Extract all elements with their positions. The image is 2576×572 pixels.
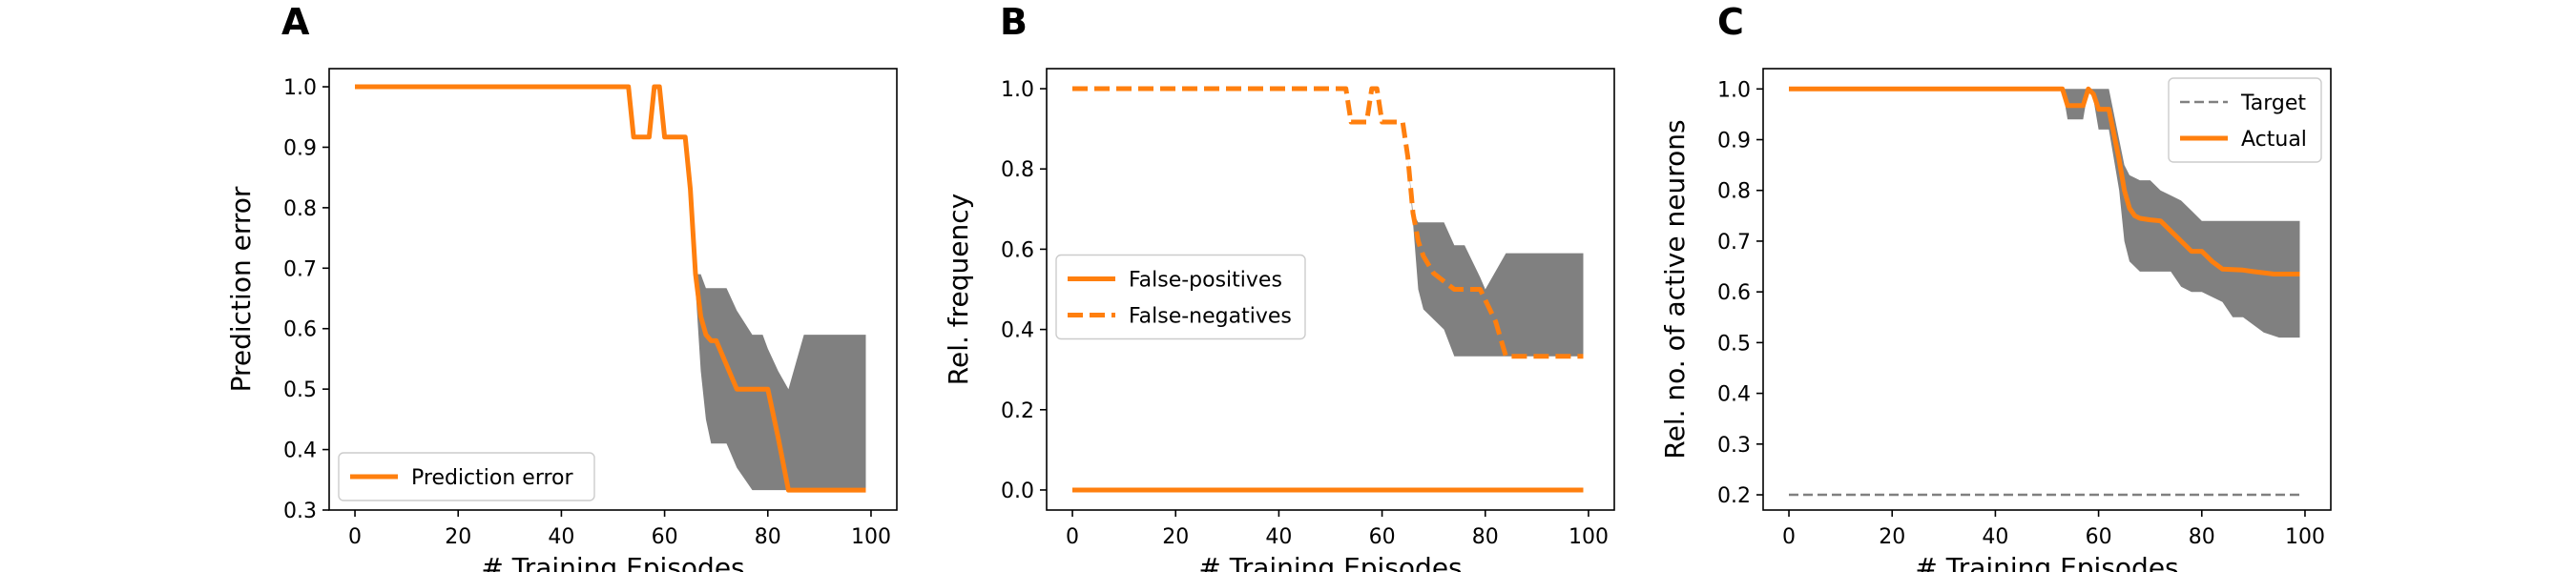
panel-b-y-tick-label: 1.0 [1001, 78, 1034, 102]
panel-b-y-tick-label: 0.0 [1001, 480, 1034, 503]
panel-c-letter: C [1717, 1, 1744, 43]
panel-a-x-tick-label: 20 [445, 525, 471, 549]
panel-b-y-tick-label: 0.8 [1001, 158, 1034, 182]
panel-b-x-axis-label: # Training Episodes [1198, 552, 1462, 572]
panel-a-legend-box [338, 452, 595, 501]
panel-c-series-line-1 [1789, 86, 2300, 276]
panel-a-y-tick-label: 0.5 [283, 378, 317, 402]
panel-b-x-tick-label: 0 [1066, 525, 1079, 549]
panel-a-plot-area: 0 20 40 60 80 100 0.3 0.4 0.5 0.6 0.7 0.8 0.9 1.0 # Tr… [225, 68, 898, 572]
panel-a-y-tick-label: 0.6 [283, 318, 317, 342]
panel-c-axes-frame [1762, 68, 2332, 511]
panel-b-variance-band [1072, 156, 1584, 490]
panel-c-x-axis-label: # Training Episodes [1915, 552, 2178, 572]
panel-b-y-tick-label: 0.6 [1001, 238, 1034, 262]
panel-a-axes-frame [328, 68, 898, 511]
panel-c-legend-box [2168, 77, 2322, 163]
panel-b-y-axis-label: Rel. frequency [943, 194, 974, 385]
panel-b-legend-label-0: False-positives [1129, 269, 1282, 293]
panel-c-plot-area: 0 20 40 60 80 100 0.2 0.3 0.4 0.5 0.6 0.7 0.8 0.9 1.0 #… [1659, 68, 2332, 572]
panel-a-x-tick-label: 80 [755, 525, 781, 549]
panel-a-variance-band [355, 87, 866, 491]
panel-b-axes-frame [1046, 68, 1615, 511]
panel-c-y-tick-label: 0.8 [1717, 180, 1751, 204]
panel-c-y-axis-label: Rel. no. of active neurons [1659, 119, 1691, 459]
panel-b-legend-box [1055, 254, 1306, 340]
panel-a-legend-label-0: Prediction error [411, 466, 573, 490]
panel-b-legend: False-positives False-negatives [1055, 254, 1306, 340]
panel-b: B 0 20 40 60 80 100 0.0 0.2 0.4 0.6 0.8 1.0 # Traini… [943, 1, 1615, 572]
panel-a-x-axis-label: # Training Episodes [481, 552, 744, 572]
panel-a: A 0 20 40 60 80 100 0.3 0.4 0.5 0.6 0.7 0.8 0.9 1.0 # … [225, 1, 898, 572]
panel-c-y-tick-label: 0.9 [1717, 130, 1751, 153]
panel-c-x-tick-label: 100 [2285, 525, 2325, 549]
panel-a-y-tick-label: 0.4 [283, 439, 317, 463]
panel-c-x-tick-label: 0 [1782, 525, 1796, 549]
panel-b-x-tick-label: 20 [1162, 525, 1189, 549]
panel-c-legend-label-1: Actual [2241, 128, 2307, 152]
panel-c-y-tick-label: 0.3 [1717, 434, 1751, 458]
panel-c-x-tick-label: 80 [2189, 525, 2215, 549]
panel-c-x-tick-label: 20 [1879, 525, 1905, 549]
panel-b-x-tick-label: 80 [1472, 525, 1499, 549]
panel-a-x-tick-label: 0 [348, 525, 362, 549]
panel-a-y-tick-label: 0.9 [283, 136, 317, 160]
panel-b-plot-area: 0 20 40 60 80 100 0.0 0.2 0.4 0.6 0.8 1.0 # Training… [943, 68, 1615, 572]
panel-c-y-tick-label: 1.0 [1717, 78, 1751, 102]
panel-c-y-tick-label: 0.6 [1717, 281, 1751, 305]
panel-c-y-tick-label: 0.4 [1717, 383, 1751, 407]
panel-c-y-tick-label: 0.7 [1717, 231, 1751, 255]
panel-a-y-tick-label: 0.8 [283, 197, 317, 221]
panel-b-x-tick-label: 60 [1369, 525, 1396, 549]
panel-b-letter: B [1000, 1, 1028, 43]
panel-a-series-line-0 [355, 84, 866, 493]
panel-c-x-tick-label: 40 [1982, 525, 2008, 549]
panel-c-y-tick-label: 0.2 [1717, 484, 1751, 508]
panel-b-y-tick-label: 0.4 [1001, 319, 1034, 343]
panel-a-y-axis-label: Prediction error [225, 186, 257, 392]
panel-b-x-tick-label: 40 [1265, 525, 1292, 549]
panel-b-y-tick-label: 0.2 [1001, 399, 1034, 423]
panel-c-x-tick-label: 60 [2086, 525, 2112, 549]
panel-c-legend-label-0: Target [2240, 92, 2306, 115]
panel-c: C 0 20 40 60 80 100 0.2 0.3 0.4 0.5 0.6 0.7 0.8 0.9 1.… [1659, 1, 2332, 572]
panel-c-legend: Target Actual [2168, 77, 2322, 163]
panel-a-y-tick-label: 1.0 [283, 76, 317, 100]
panel-a-legend: Prediction error [338, 452, 595, 501]
panel-a-x-tick-label: 40 [548, 525, 574, 549]
panel-a-y-tick-label: 0.3 [283, 500, 317, 523]
panel-b-legend-label-1: False-negatives [1129, 305, 1292, 329]
panel-b-series-line-1 [1072, 86, 1584, 359]
panel-c-y-tick-label: 0.5 [1717, 332, 1751, 356]
panel-a-y-tick-label: 0.7 [283, 257, 317, 281]
panel-c-variance-band [1789, 89, 2300, 338]
panel-a-x-tick-label: 100 [851, 525, 891, 549]
panel-b-x-tick-label: 100 [1568, 525, 1609, 549]
panel-a-x-tick-label: 60 [652, 525, 678, 549]
panel-a-letter: A [281, 1, 310, 43]
